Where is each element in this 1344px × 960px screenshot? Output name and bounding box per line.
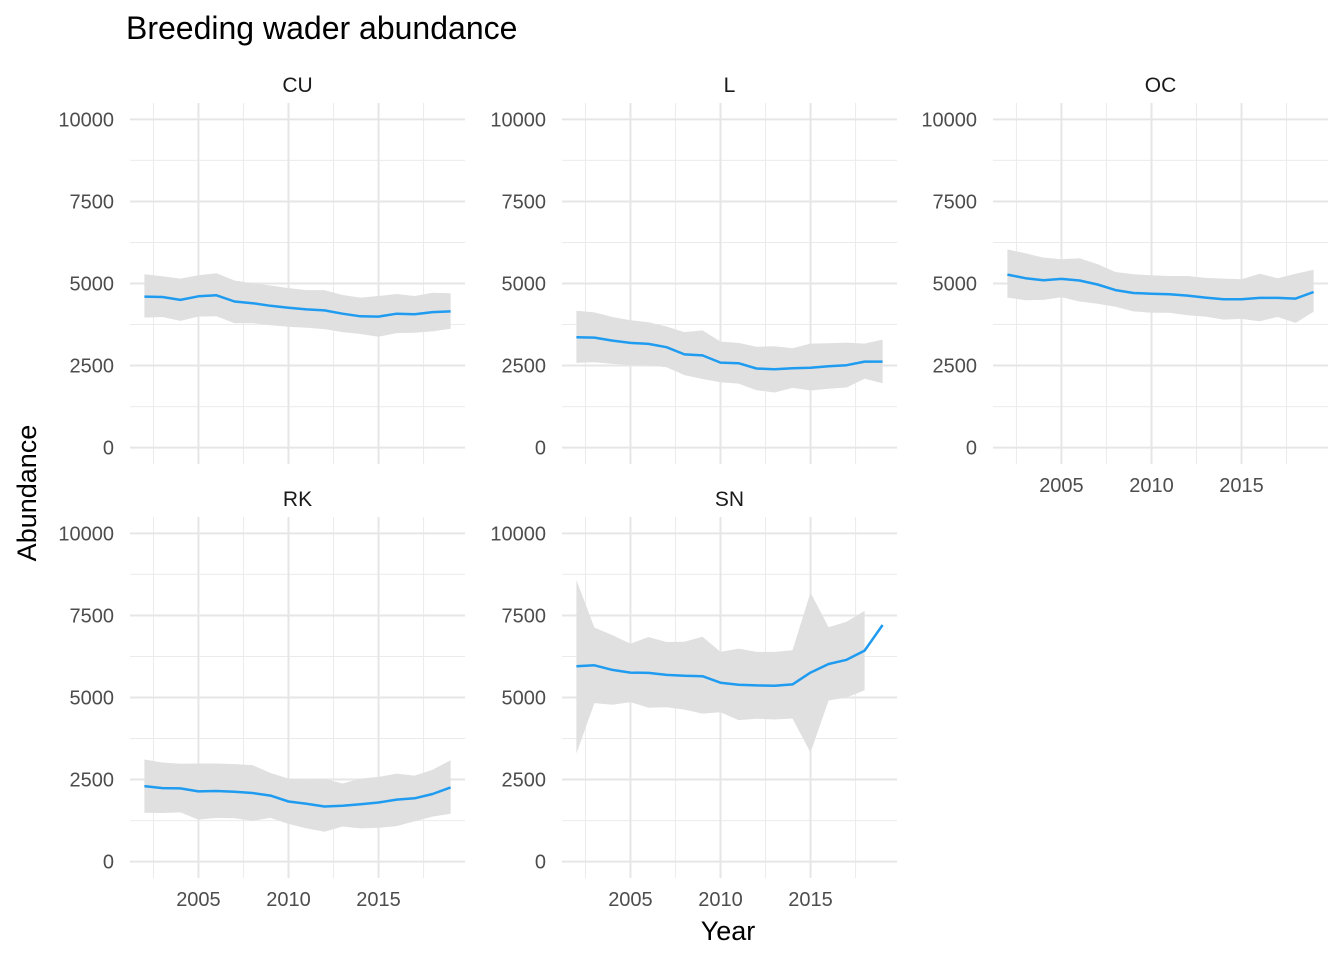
y-tick-label: 10000 xyxy=(58,109,114,131)
confidence-ribbon-cu xyxy=(144,273,451,337)
y-tick-label: 7500 xyxy=(70,605,115,627)
confidence-ribbon-rk xyxy=(144,759,451,832)
panel-sn: SN 0 2500 5000 7500 10000 2005 2010 2015 xyxy=(490,488,897,911)
x-tick-label: 2005 xyxy=(1039,475,1084,497)
panel-label-sn: SN xyxy=(715,488,744,511)
y-tick-label: 0 xyxy=(966,438,977,460)
y-tick-label: 2500 xyxy=(933,356,978,378)
panel-rk: RK 0 2500 5000 7500 10000 2005 2010 2015 xyxy=(58,488,465,911)
panel-label-oc: OC xyxy=(1145,74,1177,97)
x-tick-label: 2015 xyxy=(356,889,401,911)
x-tick-label: 2005 xyxy=(608,889,653,911)
x-tick-label: 2015 xyxy=(788,889,833,911)
trend-line-l xyxy=(576,336,883,371)
x-tick-label: 2010 xyxy=(1129,475,1174,497)
confidence-ribbon-sn xyxy=(576,580,865,754)
x-tick-label: 2015 xyxy=(1219,475,1264,497)
x-tick-label: 2010 xyxy=(698,889,743,911)
y-tick-label: 0 xyxy=(103,438,114,460)
confidence-ribbon-l xyxy=(576,310,883,393)
x-tick-label: 2005 xyxy=(176,889,221,911)
trend-line-oc xyxy=(1007,273,1315,301)
trend-line-rk xyxy=(144,784,452,808)
y-axis-title: Abundance xyxy=(12,425,42,562)
y-tick-label: 0 xyxy=(535,438,546,460)
panel-oc: OC 0 2500 5000 7500 10000 2005 2010 2015 xyxy=(921,74,1328,497)
x-tick-label: 2010 xyxy=(266,889,311,911)
y-tick-label: 2500 xyxy=(70,770,115,792)
y-tick-label: 0 xyxy=(535,852,546,874)
y-tick-label: 5000 xyxy=(70,274,115,296)
panel-label-cu: CU xyxy=(282,74,312,97)
chart-title: Breeding wader abundance xyxy=(126,10,517,46)
y-tick-label: 0 xyxy=(103,852,114,874)
y-tick-label: 7500 xyxy=(502,191,547,213)
y-tick-label: 10000 xyxy=(921,109,977,131)
panel-cu: CU 0 2500 5000 7500 10000 xyxy=(58,74,465,464)
panel-label-rk: RK xyxy=(283,488,312,511)
panel-l: L 0 2500 5000 7500 10000 xyxy=(490,74,897,464)
confidence-ribbon-oc xyxy=(1007,249,1314,323)
y-tick-label: 2500 xyxy=(502,356,547,378)
y-tick-label: 7500 xyxy=(502,605,547,627)
y-tick-label: 10000 xyxy=(490,109,546,131)
y-tick-label: 2500 xyxy=(70,356,115,378)
y-tick-label: 5000 xyxy=(70,688,115,710)
trend-line-cu xyxy=(144,294,451,318)
y-tick-label: 10000 xyxy=(58,523,114,545)
y-tick-label: 5000 xyxy=(502,688,547,710)
panels: CU025005000750010000L025005000750010000O… xyxy=(58,74,1328,911)
trend-line-sn xyxy=(576,624,884,687)
y-tick-label: 5000 xyxy=(933,274,978,296)
y-tick-label: 7500 xyxy=(70,191,115,213)
y-tick-label: 2500 xyxy=(502,770,547,792)
x-axis-title: Year xyxy=(701,916,756,946)
y-tick-label: 10000 xyxy=(490,523,546,545)
y-tick-label: 5000 xyxy=(502,274,547,296)
panel-label-l: L xyxy=(724,74,736,97)
y-tick-label: 7500 xyxy=(933,191,978,213)
